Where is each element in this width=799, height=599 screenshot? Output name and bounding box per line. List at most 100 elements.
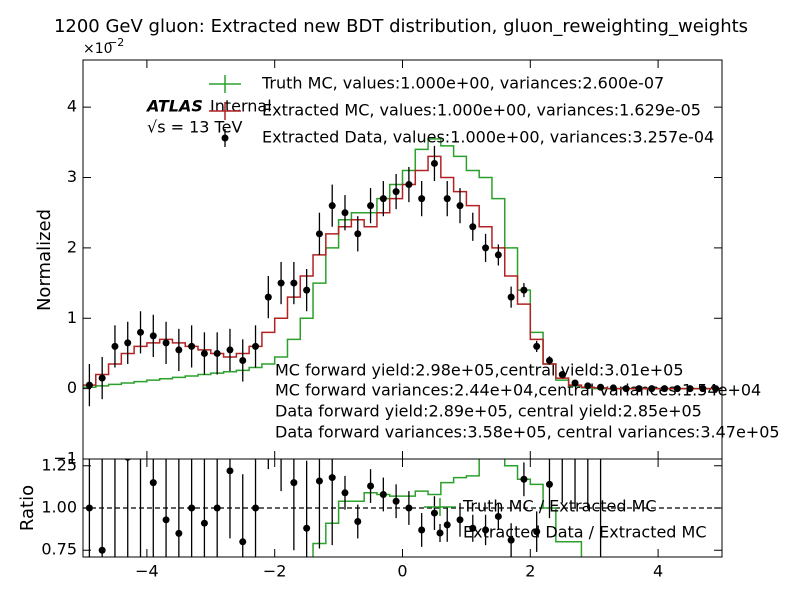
data-point (673, 385, 681, 393)
data-point (533, 342, 541, 350)
data-point (430, 509, 438, 517)
data-point (520, 475, 528, 483)
data-point (354, 518, 362, 526)
data-point (392, 497, 400, 505)
data-point (328, 202, 336, 210)
chart-title: 1200 GeV gluon: Extracted new BDT distri… (54, 16, 748, 37)
data-point (418, 195, 426, 203)
y-tick-label: 1 (67, 308, 77, 327)
data-point (507, 293, 515, 301)
data-point (264, 293, 272, 301)
data-point (494, 512, 502, 520)
data-point (405, 504, 413, 512)
y-scale-exponent: −2 (108, 36, 124, 49)
data-point (252, 504, 260, 512)
data-point (545, 356, 553, 364)
data-point (290, 279, 298, 287)
data-point (469, 223, 477, 231)
y-axis-label: Normalized (34, 209, 55, 311)
data-point (571, 379, 579, 387)
data-point (277, 279, 285, 287)
data-point (290, 479, 298, 487)
legend-label: Extracted Data / Extracted MC (463, 523, 707, 542)
data-point (418, 526, 426, 534)
y-tick-label: 2 (67, 237, 77, 256)
data-point (584, 382, 592, 390)
y-tick-label: 3 (67, 167, 77, 186)
data-point (699, 385, 707, 393)
data-point (162, 516, 170, 524)
data-point (252, 342, 260, 350)
data-point (213, 349, 221, 357)
data-point (303, 524, 311, 532)
data-point (188, 342, 196, 350)
data-point (494, 251, 502, 259)
data-point (149, 479, 157, 487)
data-point (558, 371, 566, 379)
data-point (482, 526, 490, 534)
x-tick-label: 4 (653, 562, 663, 581)
data-point (315, 477, 323, 485)
data-point (405, 181, 413, 189)
data-point (660, 385, 668, 393)
ratio-y-axis-label: Ratio (17, 485, 38, 531)
x-tick-label: −4 (135, 562, 159, 581)
data-point (124, 339, 132, 347)
annotation: Data forward yield:2.89e+05, central yie… (275, 402, 702, 421)
data-point (648, 385, 656, 393)
x-tick-label: 2 (525, 562, 535, 581)
data-point (149, 332, 157, 340)
y-scale-base: ×10 (83, 41, 113, 57)
axes-frame (82, 458, 723, 558)
y-tick-label: 0 (67, 378, 77, 397)
data-point (111, 342, 119, 350)
legend-label: Extracted Data, values:1.000e+00, varian… (262, 128, 714, 147)
data-point (137, 328, 145, 336)
legend-label: Truth MC / Extracted MC (462, 497, 657, 516)
y-tick-label: 1.25 (41, 455, 77, 474)
data-point (200, 519, 208, 527)
data-point (303, 286, 311, 294)
data-point (443, 521, 451, 529)
legend-marker (221, 134, 229, 142)
y-tick-label: −1 (53, 449, 77, 468)
plot-area (83, 138, 722, 407)
data-point (507, 536, 515, 544)
step-line (83, 155, 722, 390)
data-point (354, 230, 362, 238)
data-point (367, 202, 375, 210)
data-point (456, 202, 464, 210)
data-point (175, 529, 183, 537)
annotation: Data forward variances:3.58e+05, central… (275, 423, 780, 442)
data-point (597, 383, 605, 391)
data-point (482, 244, 490, 252)
data-point (328, 474, 336, 482)
data-point (456, 516, 464, 524)
data-point (85, 381, 93, 389)
data-point (443, 195, 451, 203)
legend-label: Truth MC, values:1.000e+00, variances:2.… (261, 74, 664, 93)
data-point (635, 385, 643, 393)
data-point (341, 489, 349, 497)
data-point (213, 504, 221, 512)
x-tick-label: 0 (397, 562, 407, 581)
atlas-label: ATLAS (145, 97, 203, 116)
data-point (226, 467, 234, 475)
data-point (239, 356, 247, 364)
data-point (341, 209, 349, 217)
legend-label: Extracted MC, values:1.000e+00, variance… (262, 101, 701, 120)
data-point (609, 384, 617, 392)
plot-area (83, 459, 722, 557)
data-point (239, 538, 247, 546)
data-point (175, 346, 183, 354)
legend-marker (436, 529, 444, 537)
data-point (533, 528, 541, 536)
data-point (686, 385, 694, 393)
data-point (379, 195, 387, 203)
data-point (622, 385, 630, 393)
data-point (520, 286, 528, 294)
data-point (469, 524, 477, 532)
data-point (162, 339, 170, 347)
data-point (430, 159, 438, 167)
